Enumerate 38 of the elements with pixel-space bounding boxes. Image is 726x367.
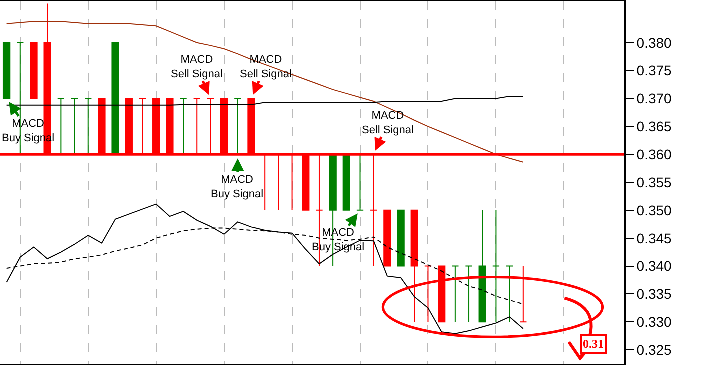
candlestick — [356, 154, 364, 211]
y-tick-label: 0.380 — [636, 34, 672, 51]
y-tick-label: 0.355 — [636, 174, 672, 190]
candlestick — [492, 210, 500, 323]
candlestick — [424, 266, 432, 323]
annotation: MACD Buy Signal — [211, 174, 264, 200]
y-tick-label: 0.375 — [636, 62, 672, 79]
y-tick-label: 0.360 — [636, 146, 672, 162]
candlestick — [384, 210, 392, 267]
annotation: MACD Sell Signal — [362, 110, 414, 136]
y-tick-label: 0.340 — [636, 258, 672, 274]
candlestick — [478, 210, 486, 323]
y-tick-label: 0.345 — [636, 230, 672, 246]
y-tick-label: 0.330 — [636, 314, 672, 330]
candlestick — [410, 210, 418, 323]
candlestick — [2, 42, 11, 100]
candlestick — [438, 266, 446, 323]
line-series — [6, 204, 524, 334]
y-tick-label: 0.350 — [636, 202, 672, 218]
candlestick — [112, 42, 120, 156]
candlestick — [57, 98, 66, 156]
candlestick — [452, 266, 460, 323]
candlestick — [506, 266, 514, 323]
candlestick — [180, 98, 188, 156]
candlestick — [30, 42, 38, 100]
annotation: MACD Sell Signal — [240, 54, 292, 80]
candlestick — [465, 266, 473, 323]
candlestick — [520, 266, 528, 323]
y-tick-label: 0.335 — [636, 286, 672, 302]
candlestick — [342, 154, 350, 211]
annotation: MACD Sell Signal — [171, 54, 223, 80]
candlestick — [397, 210, 405, 267]
y-tick-label: 0.325 — [636, 342, 672, 358]
text: 0.31 — [583, 337, 604, 351]
candlestick — [84, 98, 92, 156]
y-tick-label: 0.365 — [636, 118, 672, 135]
candlestick — [70, 98, 79, 156]
y-tick-label: 0.370 — [636, 90, 672, 107]
